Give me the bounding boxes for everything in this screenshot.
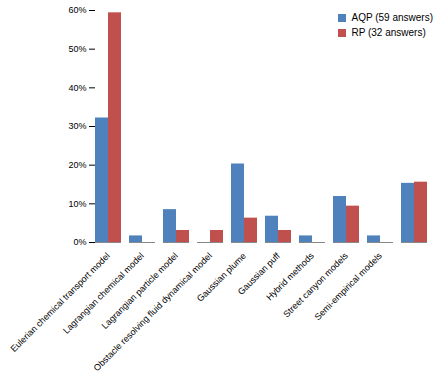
html-text:AQP (59 answers): AQP (59 answers) (351, 12, 433, 23)
svg-text:30%: 30% (68, 121, 86, 131)
svg-text:Obstacle resolving fluid dynam: Obstacle resolving fluid dynamical model (92, 251, 214, 373)
svg-text:20%: 20% (68, 160, 86, 170)
svg-text:Eulerian chemical transport mo: Eulerian chemical transport model (8, 250, 112, 354)
svg-text:50%: 50% (68, 44, 86, 54)
svg-text:Lagrangian chemical model: Lagrangian chemical model (61, 250, 146, 336)
svg-text:Semi-empirical models: Semi-empirical models (313, 250, 385, 322)
svg-text:Gaussian puff: Gaussian puff (235, 250, 282, 297)
svg-text:60%: 60% (68, 5, 86, 15)
html-text:RP (32 answers): RP (32 answers) (351, 27, 426, 38)
svg-text:10%: 10% (68, 199, 86, 209)
svg-text:40%: 40% (68, 83, 86, 93)
svg-text:Street canyon models: Street canyon models (281, 250, 350, 319)
svg-text:0%: 0% (73, 237, 86, 247)
svg-text:Gaussian plume: Gaussian plume (195, 251, 248, 304)
svg-text:Lagrangian particle model: Lagrangian particle model (99, 250, 180, 331)
svg-text:Hybrid methods: Hybrid methods (264, 250, 316, 303)
